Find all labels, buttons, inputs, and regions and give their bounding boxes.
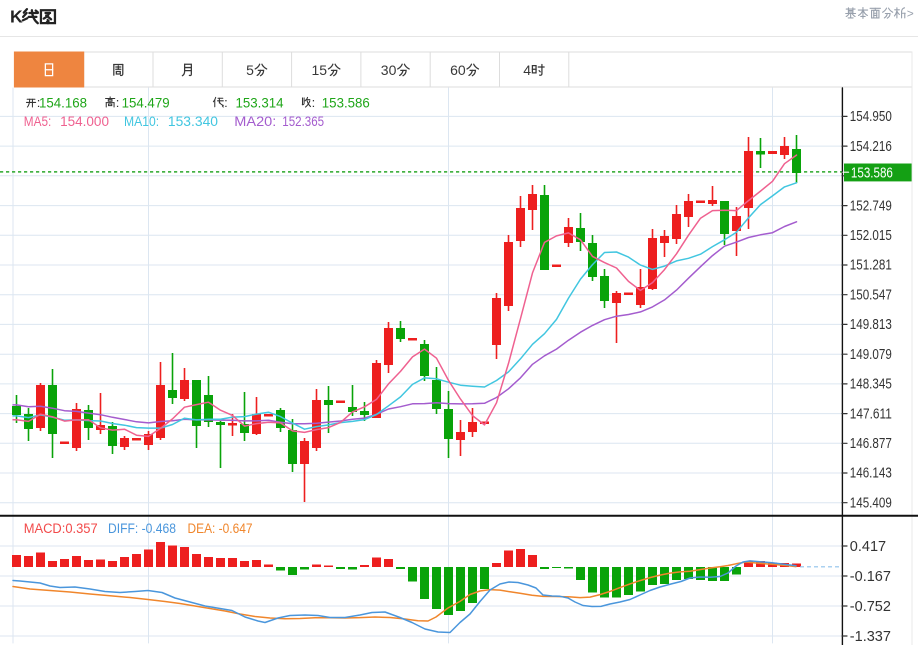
svg-text::: : xyxy=(116,95,120,110)
svg-text:60: 60 xyxy=(450,62,466,78)
svg-text:MA5:: MA5: xyxy=(24,114,52,129)
svg-text:152.365: 152.365 xyxy=(282,114,324,129)
svg-text:145.409: 145.409 xyxy=(850,495,892,511)
svg-text:154.000: 154.000 xyxy=(60,114,109,129)
svg-text:148.345: 148.345 xyxy=(850,377,892,393)
svg-text:153.340: 153.340 xyxy=(168,114,218,129)
svg-text:147.611: 147.611 xyxy=(850,406,892,422)
svg-text:149.813: 149.813 xyxy=(850,317,892,333)
svg-text:-0.167: -0.167 xyxy=(850,569,891,585)
svg-text:153.314: 153.314 xyxy=(236,95,284,110)
svg-text:154.168: 154.168 xyxy=(39,95,87,110)
svg-text:153.586: 153.586 xyxy=(322,95,370,110)
svg-text::: : xyxy=(224,95,228,110)
svg-text:DIFF: -0.468: DIFF: -0.468 xyxy=(108,521,176,536)
svg-text:30: 30 xyxy=(381,62,397,78)
svg-text:>: > xyxy=(907,6,914,20)
svg-text:DEA: -0.647: DEA: -0.647 xyxy=(188,521,253,536)
svg-text:15: 15 xyxy=(312,62,328,78)
svg-text:153.586: 153.586 xyxy=(851,166,893,182)
svg-text:-1.337: -1.337 xyxy=(850,629,891,645)
svg-text::: : xyxy=(312,95,316,110)
svg-text:151.281: 151.281 xyxy=(850,258,892,274)
svg-text:MACD:0.357: MACD:0.357 xyxy=(24,521,98,536)
svg-text:0.417: 0.417 xyxy=(850,539,886,555)
svg-text:154.479: 154.479 xyxy=(122,95,170,110)
svg-text:MA20:: MA20: xyxy=(234,114,276,129)
svg-text:152.749: 152.749 xyxy=(850,198,892,214)
svg-text:K: K xyxy=(10,7,23,27)
svg-text:154.216: 154.216 xyxy=(850,139,892,155)
svg-text:4: 4 xyxy=(523,62,531,78)
svg-text:146.877: 146.877 xyxy=(850,436,892,452)
svg-text::: : xyxy=(37,95,41,110)
svg-text:149.079: 149.079 xyxy=(850,347,892,363)
svg-text:MA10:: MA10: xyxy=(124,114,159,129)
svg-text:5: 5 xyxy=(246,62,254,78)
svg-text:152.015: 152.015 xyxy=(850,228,892,244)
svg-text:154.950: 154.950 xyxy=(850,109,892,125)
svg-text:150.547: 150.547 xyxy=(850,287,892,303)
svg-text:146.143: 146.143 xyxy=(850,466,892,482)
svg-text:-0.752: -0.752 xyxy=(850,599,891,615)
